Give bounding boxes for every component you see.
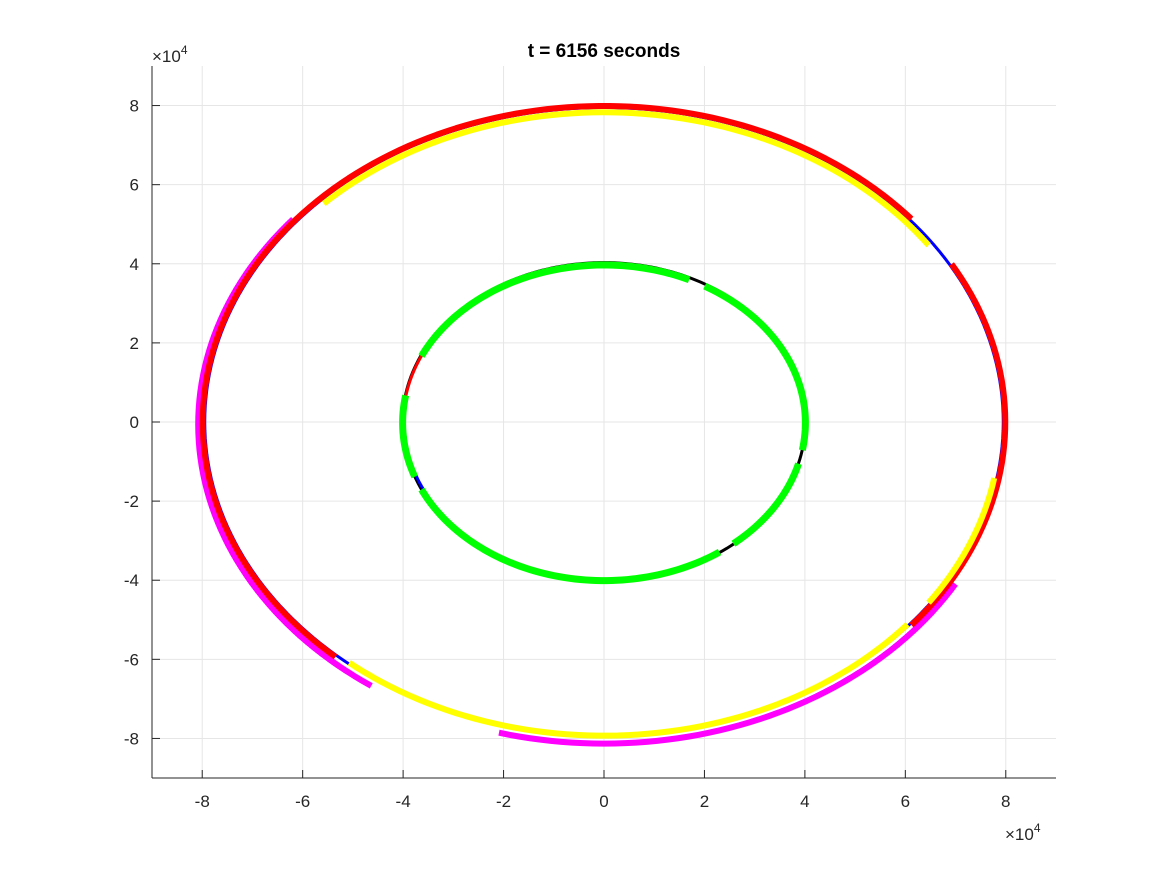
series-arc (731, 462, 802, 547)
y-exponent-power: 4 (181, 43, 188, 57)
series-arc (321, 109, 931, 248)
series-arc (347, 622, 910, 739)
x-tick-label: 2 (700, 792, 709, 811)
series-arc (399, 394, 418, 479)
x-exponent-base: ×10 (1005, 825, 1034, 844)
y-tick-label: 6 (130, 176, 139, 195)
x-tick-label: -2 (496, 792, 511, 811)
series-arc (199, 102, 914, 660)
x-tick-label: -4 (396, 792, 411, 811)
x-axis-exponent: ×104 (1005, 821, 1041, 844)
y-exponent-base: ×10 (152, 47, 181, 66)
ticks (152, 105, 1007, 778)
y-tick-label: -2 (124, 492, 139, 511)
series-arc (418, 487, 722, 585)
series-arc (703, 282, 809, 451)
x-tick-label: -6 (295, 792, 310, 811)
series-arc (498, 582, 958, 747)
x-tick-label: 6 (901, 792, 910, 811)
y-tick-label: 2 (130, 334, 139, 353)
series-arc (926, 477, 998, 605)
x-tick-label: 4 (800, 792, 809, 811)
series-arc (418, 261, 691, 358)
series-group (195, 102, 1009, 747)
x-exponent-power: 4 (1034, 821, 1041, 835)
y-tick-label: 4 (130, 255, 139, 274)
x-tick-label: -8 (195, 792, 210, 811)
x-tick-label: 0 (599, 792, 608, 811)
y-tick-label: -4 (124, 571, 139, 590)
y-tick-label: 8 (130, 97, 139, 116)
y-tick-label: -6 (124, 650, 139, 669)
x-tick-label: 8 (1001, 792, 1010, 811)
chart-title: t = 6156 seconds (528, 41, 681, 62)
tick-labels: -8 -6 -4 -2 0 2 4 6 8 -8 -6 -4 -2 0 2 4 6 8 (124, 97, 1011, 811)
y-tick-label: 0 (130, 413, 139, 432)
series-arc (909, 262, 1009, 628)
y-axis-exponent: ×104 (152, 43, 188, 66)
y-tick-label: -8 (124, 729, 139, 748)
series-arc (195, 217, 373, 689)
